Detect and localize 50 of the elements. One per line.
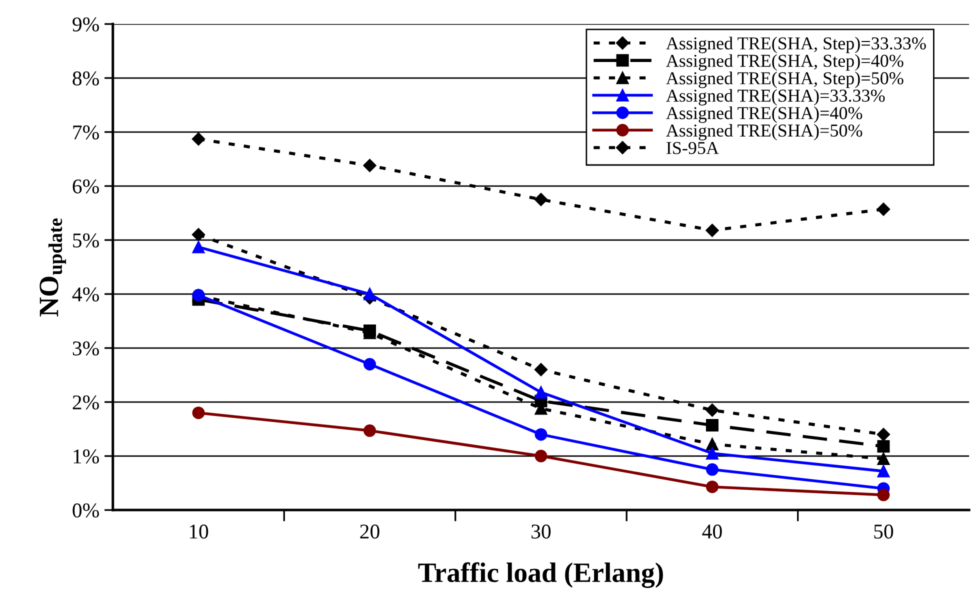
legend-label: Assigned TRE(SHA)=33.33% [666, 89, 885, 106]
y-tick-label: 6% [72, 179, 99, 194]
legend-label: Assigned TRE(SHA, Step)=40% [666, 54, 904, 71]
y-tick-label: 4% [72, 287, 99, 302]
point [534, 428, 548, 441]
point [192, 240, 205, 254]
x-tick-label: 20 [360, 524, 380, 539]
point [192, 406, 205, 420]
point [534, 386, 548, 399]
point [363, 288, 376, 300]
x-tick-label: 30 [532, 524, 551, 539]
point [877, 452, 890, 465]
y-tick-label: 7% [73, 125, 99, 140]
y-tick-label: 8% [72, 71, 99, 86]
y-tick-label: 1% [74, 449, 99, 464]
point [706, 480, 718, 494]
point [192, 228, 206, 242]
x-tick-label: 50 [874, 524, 894, 539]
legend-label: Assigned TRE(SHA, Step)=33.33% [666, 36, 926, 54]
y-tick-label: 0% [72, 503, 99, 518]
legend-label: IS-95A [666, 142, 719, 154]
point [877, 464, 890, 478]
legend-label: Assigned TRE(SHA, Step)=50% [666, 72, 904, 88]
point [706, 224, 719, 237]
point [706, 419, 718, 432]
point [877, 488, 890, 502]
point [706, 404, 719, 417]
point [877, 440, 890, 453]
y-tick-label: 9% [72, 17, 99, 32]
legend-label: Assigned TRE(SHA)=40% [666, 106, 862, 123]
point [534, 363, 548, 376]
y-axis-title: NO$_{update}$ [40, 218, 66, 317]
point [192, 132, 206, 146]
y-tick-label: 3% [72, 341, 99, 356]
legend-label: Assigned TRE(SHA)=50% [666, 124, 862, 140]
point [876, 428, 890, 442]
point [706, 438, 718, 450]
point [363, 158, 376, 172]
x-axis-title: Traffic load (Erlang) [418, 562, 663, 588]
point [534, 192, 548, 206]
point [363, 424, 376, 437]
point [876, 202, 890, 216]
point [706, 447, 718, 460]
point [363, 358, 376, 370]
y-tick-label: 5% [73, 233, 99, 248]
point [534, 450, 548, 462]
y-tick-label: 2% [72, 395, 99, 410]
x-tick-label: 40 [702, 524, 722, 539]
point [706, 463, 718, 476]
x-tick-label: 10 [190, 524, 208, 539]
